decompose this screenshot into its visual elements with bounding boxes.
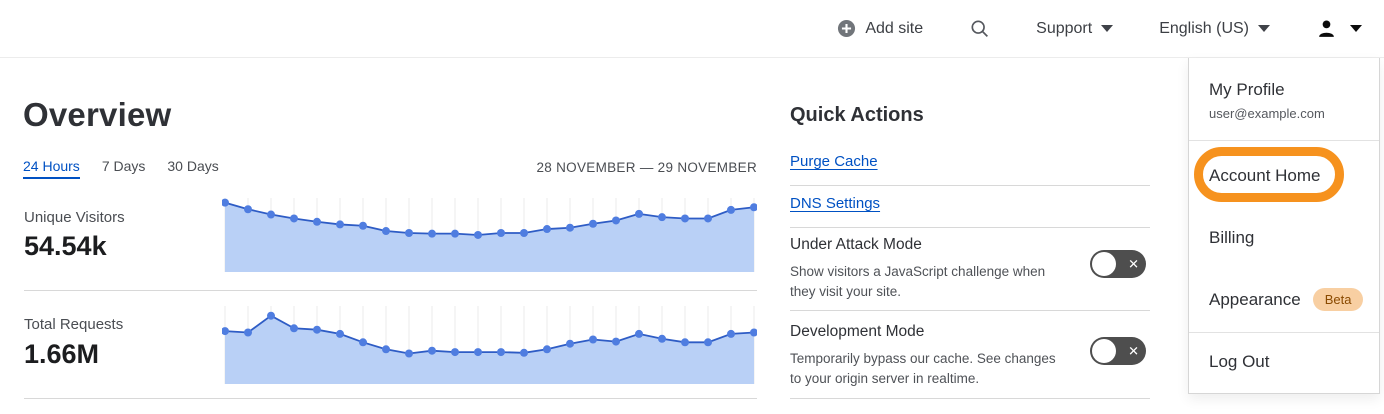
- quick-actions-title: Quick Actions: [790, 104, 924, 126]
- total-requests-label: Total Requests: [24, 316, 124, 333]
- development-mode-toggle[interactable]: ✕: [1090, 337, 1146, 365]
- toggle-off-x-icon: ✕: [1128, 256, 1139, 272]
- toggle-knob: [1092, 339, 1116, 363]
- divider: [790, 310, 1150, 311]
- menu-item-log-out[interactable]: Log Out: [1209, 352, 1270, 371]
- menu-item-appearance[interactable]: Appearance Beta: [1209, 288, 1364, 311]
- divider: [24, 290, 757, 291]
- time-range-tabs: 24 Hours 7 Days 30 Days: [23, 158, 219, 179]
- search-button[interactable]: [969, 18, 990, 39]
- under-attack-mode-toggle[interactable]: ✕: [1090, 250, 1146, 278]
- divider: [790, 185, 1150, 186]
- development-mode-description: Temporarily bypass our cache. See change…: [790, 351, 1056, 386]
- menu-item-my-profile[interactable]: My Profile: [1209, 80, 1285, 99]
- plus-circle-icon: [838, 19, 856, 38]
- menu-item-account-home[interactable]: Account Home: [1209, 166, 1321, 185]
- divider: [790, 398, 1150, 399]
- divider: [1189, 332, 1379, 333]
- page-title: Overview: [23, 96, 172, 133]
- chevron-down-icon: [1258, 25, 1270, 32]
- unique-visitors-chart: [222, 198, 757, 272]
- search-icon: [971, 20, 989, 37]
- under-attack-mode-label: Under Attack Mode: [790, 236, 922, 253]
- chevron-down-icon: [1101, 25, 1114, 32]
- under-attack-mode-description: Show visitors a JavaScript challenge whe…: [790, 264, 1046, 299]
- unique-visitors-label: Unique Visitors: [24, 209, 125, 226]
- tab-24-hours[interactable]: 24 Hours: [23, 158, 80, 179]
- development-mode-label: Development Mode: [790, 323, 925, 340]
- tab-7-days[interactable]: 7 Days: [101, 158, 146, 174]
- add-site-label: Add site: [865, 19, 924, 37]
- account-dropdown-menu: My Profile user@example.com Account Home…: [1188, 58, 1380, 394]
- toggle-off-x-icon: ✕: [1128, 343, 1139, 359]
- toggle-knob: [1092, 252, 1116, 276]
- beta-badge: Beta: [1312, 288, 1364, 311]
- language-label: English (US): [1159, 19, 1249, 37]
- total-requests-value: 1.66M: [24, 339, 100, 369]
- top-navbar: Add site Support English (US): [0, 0, 1384, 58]
- purge-cache-link[interactable]: Purge Cache: [790, 153, 878, 170]
- dns-settings-link[interactable]: DNS Settings: [790, 195, 881, 212]
- account-menu-button[interactable]: [1316, 18, 1362, 39]
- chevron-down-icon: [1350, 25, 1362, 32]
- support-label: Support: [1036, 19, 1093, 37]
- tab-30-days[interactable]: 30 Days: [167, 158, 219, 174]
- divider: [24, 398, 757, 399]
- divider: [790, 227, 1150, 228]
- unique-visitors-value: 54.54k: [24, 231, 107, 261]
- support-menu[interactable]: Support: [1036, 19, 1114, 38]
- menu-item-billing[interactable]: Billing: [1209, 228, 1255, 247]
- date-range-label: 28 NOVEMBER — 29 NOVEMBER: [536, 160, 757, 175]
- appearance-label: Appearance: [1209, 289, 1301, 309]
- language-menu[interactable]: English (US): [1159, 20, 1270, 38]
- user-icon: [1319, 20, 1334, 37]
- profile-email: user@example.com: [1209, 106, 1325, 121]
- divider: [1189, 140, 1379, 141]
- total-requests-chart: [222, 306, 757, 384]
- add-site-button[interactable]: Add site: [837, 19, 923, 38]
